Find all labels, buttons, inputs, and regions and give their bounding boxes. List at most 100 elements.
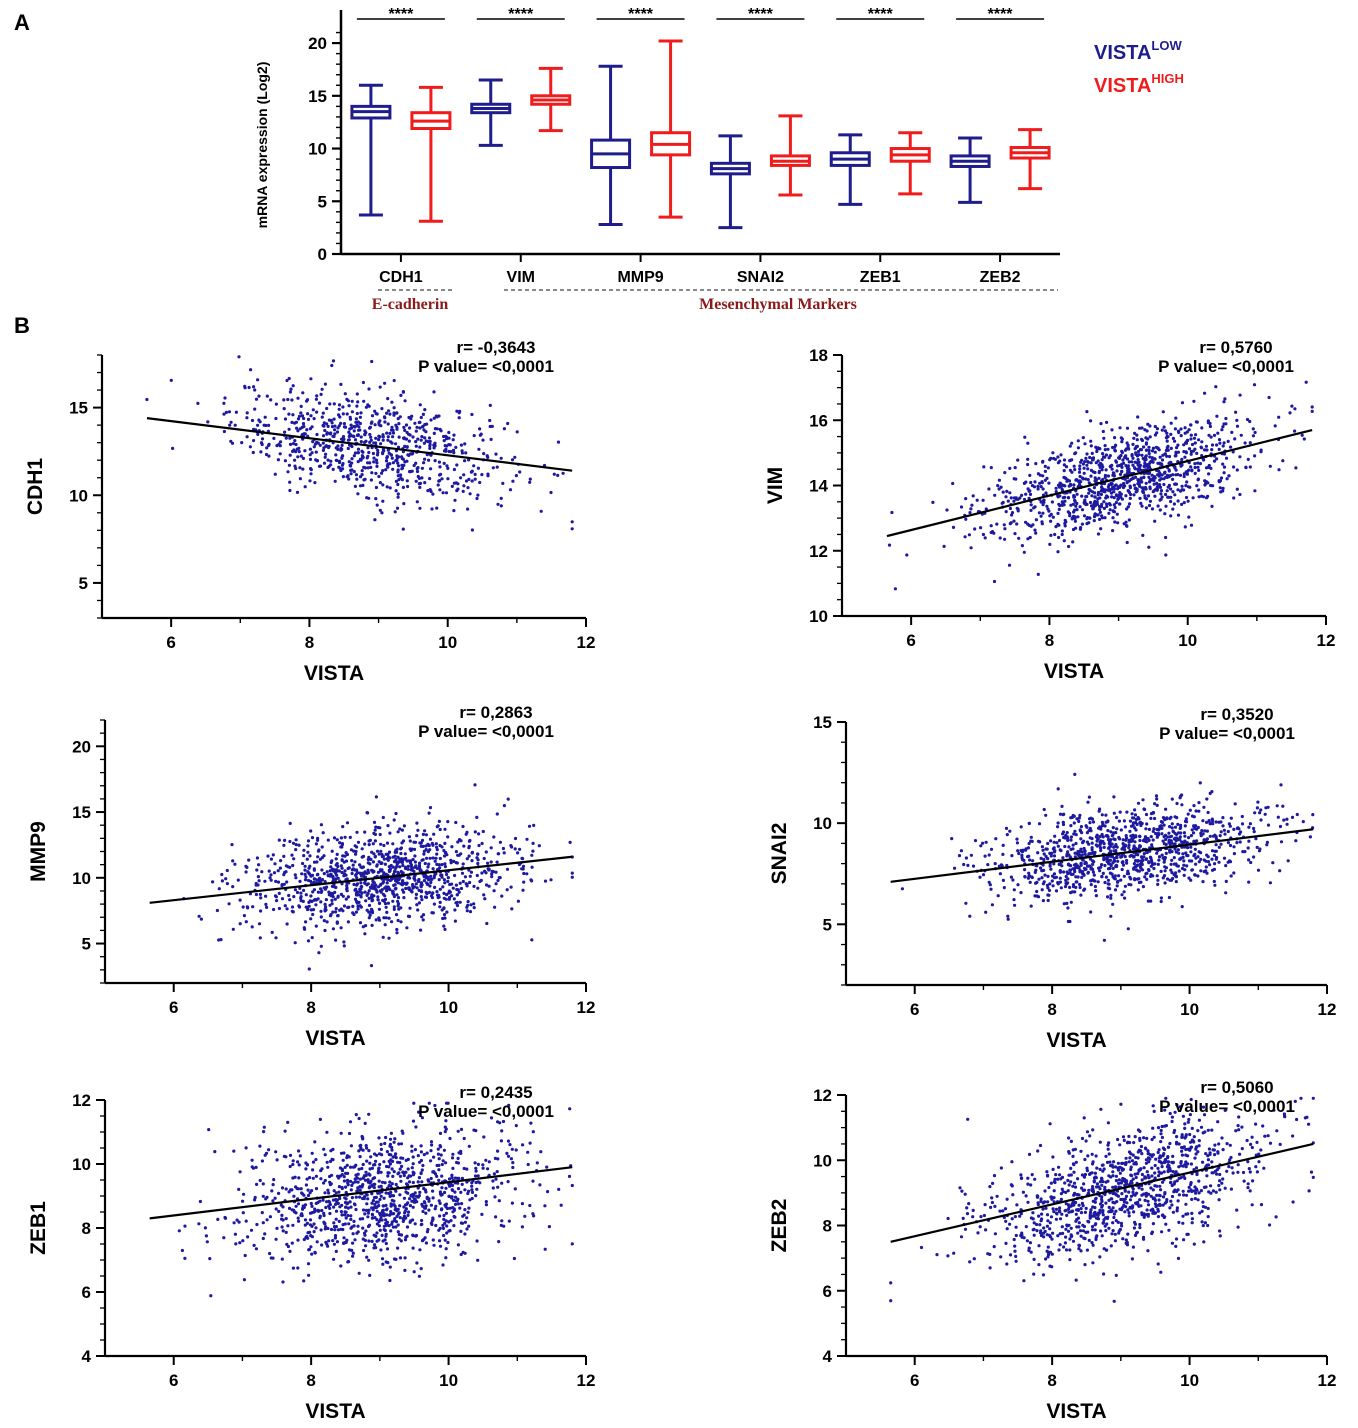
scatter-point xyxy=(1033,528,1037,532)
scatter-point xyxy=(1118,426,1122,430)
scatter-point xyxy=(1048,864,1052,868)
correlation-r: r= 0,5760 xyxy=(1199,338,1272,357)
scatter-point xyxy=(1135,868,1139,872)
scatter-point xyxy=(1069,838,1073,842)
scatter-point xyxy=(318,1216,322,1220)
scatter-point xyxy=(1233,802,1237,806)
scatter-point xyxy=(402,436,406,440)
scatter-y-tick-label: 20 xyxy=(72,737,91,756)
scatter-point xyxy=(1068,868,1072,872)
scatter-point xyxy=(1221,462,1225,466)
scatter-point xyxy=(341,467,345,471)
scatter-point xyxy=(343,1213,347,1217)
scatter-point xyxy=(1228,824,1232,828)
scatter-point xyxy=(1156,878,1160,882)
scatter-point xyxy=(1173,465,1177,469)
scatter-point xyxy=(340,1186,344,1191)
scatter-point xyxy=(1182,474,1186,479)
scatter-point xyxy=(1006,914,1010,918)
scatter-point xyxy=(376,825,380,830)
scatter-point xyxy=(1078,868,1082,872)
scatter-point xyxy=(329,431,333,435)
scatter-point xyxy=(1048,851,1052,856)
scatter-point xyxy=(1181,852,1185,856)
scatter-point xyxy=(1201,819,1205,823)
scatter-point xyxy=(245,435,249,439)
scatter-point xyxy=(386,877,390,882)
scatter-point xyxy=(291,863,295,868)
scatter-point xyxy=(358,475,363,479)
scatter-point xyxy=(1170,850,1174,854)
scatter-point xyxy=(1086,871,1090,875)
scatter-point xyxy=(1212,459,1217,463)
scatter-point xyxy=(1092,486,1096,490)
p-value: P value= <0,0001 xyxy=(1159,724,1295,743)
scatter-point xyxy=(1158,508,1162,512)
scatter-point xyxy=(207,1128,211,1132)
scatter-point xyxy=(1134,828,1138,832)
scatter-point xyxy=(1218,486,1222,490)
scatter-point xyxy=(325,422,329,426)
scatter-point xyxy=(1155,827,1159,832)
scatter-point xyxy=(1090,846,1094,850)
scatter-point xyxy=(429,1140,434,1144)
scatter-point xyxy=(403,1256,407,1260)
scatter-point xyxy=(375,1200,379,1204)
scatter-point xyxy=(1189,523,1194,527)
scatter-point xyxy=(1174,832,1179,837)
scatter-point xyxy=(1028,858,1032,862)
scatter-point xyxy=(1078,467,1082,471)
scatter-point xyxy=(1166,835,1170,839)
scatter-point xyxy=(1015,522,1019,526)
scatter-point xyxy=(380,868,384,872)
scatter-point xyxy=(402,1171,406,1175)
scatter-point xyxy=(1126,470,1130,474)
scatter-point xyxy=(385,1208,389,1212)
scatter-point xyxy=(339,1210,343,1214)
scatter-point xyxy=(385,889,389,893)
scatter-point xyxy=(367,843,371,847)
scatter-point xyxy=(397,1237,401,1241)
boxplot-category-label: ZEB1 xyxy=(860,269,901,286)
scatter-point xyxy=(1135,438,1139,442)
scatter-point xyxy=(295,490,300,494)
scatter-point xyxy=(409,864,413,869)
scatter-point xyxy=(1090,494,1094,498)
scatter-point xyxy=(506,421,510,426)
scatter-point xyxy=(316,441,320,445)
scatter-point xyxy=(1148,455,1152,459)
scatter-point xyxy=(1074,833,1078,837)
scatter-point xyxy=(1144,457,1148,462)
scatter-point xyxy=(467,477,471,481)
scatter-x-tick-label: 12 xyxy=(577,998,596,1017)
scatter-point xyxy=(339,907,343,911)
scatter-point xyxy=(1077,483,1082,487)
scatter-point xyxy=(367,1223,372,1227)
scatter-point xyxy=(1086,467,1090,471)
scatter-point xyxy=(531,849,535,853)
scatter-point xyxy=(1164,866,1168,870)
scatter-point xyxy=(419,928,423,932)
scatter-point xyxy=(413,1148,417,1152)
scatter-point xyxy=(1112,845,1116,849)
scatter-point xyxy=(1200,829,1204,833)
scatter-point xyxy=(1190,859,1194,863)
scatter-point xyxy=(967,533,972,537)
scatter-point xyxy=(1037,511,1041,515)
scatter-point xyxy=(399,1239,403,1243)
scatter-point xyxy=(518,847,522,851)
scatter-point xyxy=(1134,859,1138,863)
scatter-point xyxy=(367,896,371,901)
scatter-point xyxy=(258,1178,262,1183)
scatter-point xyxy=(299,454,303,458)
scatter-point xyxy=(401,485,405,489)
scatter-point xyxy=(405,479,409,483)
scatter-point xyxy=(456,1243,460,1247)
scatter-point xyxy=(1067,845,1071,849)
scatter-point xyxy=(1076,849,1080,854)
scatter-point xyxy=(317,951,321,955)
scatter-point xyxy=(1155,874,1159,878)
scatter-point xyxy=(291,384,295,388)
scatter-point xyxy=(237,355,241,359)
scatter-point xyxy=(1163,429,1167,433)
